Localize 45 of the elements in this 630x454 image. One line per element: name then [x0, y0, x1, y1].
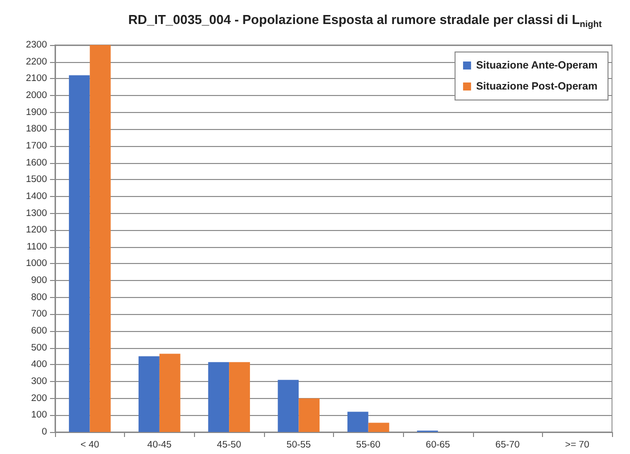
y-tick-label: 1900 — [26, 106, 47, 118]
y-tick-label: 1300 — [26, 208, 47, 219]
y-tick-label: 400 — [31, 359, 47, 370]
x-tick-label: 40-45 — [147, 440, 172, 450]
y-tick-label: 2200 — [26, 56, 47, 68]
y-tick-label: 800 — [31, 292, 47, 303]
y-tick-label: 1500 — [26, 174, 47, 186]
y-tick-label: 500 — [31, 342, 47, 354]
y-tick-label: 2300 — [26, 40, 47, 50]
y-tick-label: 100 — [31, 410, 47, 421]
y-tick-label: 900 — [31, 275, 47, 286]
x-tick-label: 55-60 — [356, 440, 380, 450]
y-tick-label: 1100 — [26, 241, 47, 252]
x-tick-label: 60-65 — [426, 440, 450, 450]
x-tick-label: 45-50 — [216, 440, 242, 450]
bar — [138, 356, 160, 432]
x-tick-label: 50-55 — [286, 440, 311, 450]
chart-title: RD_IT_0035_004 - Popolazione Esposta al rumore stradale per classi di L$_{night}$ — [127, 12, 603, 29]
y-tick-label: 2000 — [26, 90, 47, 101]
y-tick-label: 1000 — [26, 258, 47, 270]
y-tick-label: 1700 — [26, 140, 47, 152]
bar — [347, 412, 368, 432]
legend-label: Situazione Post-Operam — [476, 80, 598, 92]
bar — [278, 380, 299, 432]
bar — [368, 422, 390, 432]
y-tick-label: 1800 — [26, 124, 47, 135]
y-tick-label: 2100 — [26, 73, 47, 84]
x-tick-label: < 40 — [80, 440, 100, 450]
bar — [159, 354, 180, 432]
bar — [90, 45, 111, 432]
bar — [208, 362, 230, 432]
y-tick-label: 1400 — [26, 190, 47, 202]
y-tick-label: 300 — [31, 376, 47, 388]
y-tick-label: 1600 — [26, 157, 47, 168]
bar — [298, 398, 320, 432]
bar — [68, 75, 90, 432]
x-tick-label: 65-70 — [495, 440, 520, 450]
y-tick-label: 600 — [31, 326, 47, 337]
y-tick-label: 200 — [31, 392, 47, 404]
y-tick-label: 1200 — [26, 224, 47, 236]
legend-label: Situazione Ante-Operam — [476, 60, 598, 72]
bar — [229, 362, 250, 432]
x-tick-label: >= 70 — [565, 440, 590, 450]
y-tick-label: 700 — [31, 308, 47, 320]
y-tick-label: 0 — [42, 426, 47, 438]
